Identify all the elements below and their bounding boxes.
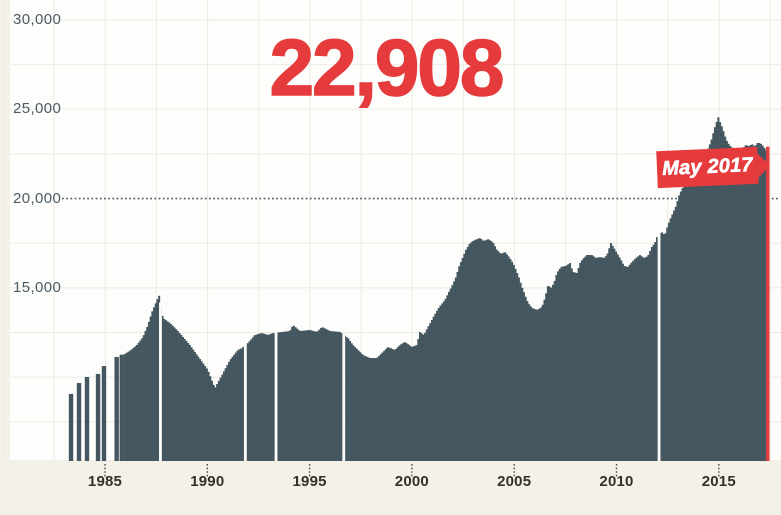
x-axis-label-2010: 2010 bbox=[599, 473, 634, 490]
headline-value: 22,908 bbox=[269, 22, 505, 113]
highlight-bar bbox=[766, 146, 770, 461]
x-axis-label-2000: 2000 bbox=[394, 473, 429, 490]
x-axis-label-1990: 1990 bbox=[190, 473, 225, 490]
y-axis-label-20000: 20,000 bbox=[13, 189, 62, 207]
x-axis-label-1995: 1995 bbox=[292, 473, 327, 490]
x-axis-ticks bbox=[104, 464, 720, 477]
y-axis-label-25000: 25,000 bbox=[13, 100, 62, 118]
white-gap-separators bbox=[159, 234, 661, 461]
flag-label: May 2017 bbox=[661, 154, 754, 181]
may-2017-flag: May 2017 bbox=[656, 146, 771, 189]
y-axis-label-30000: 30,000 bbox=[13, 11, 62, 28]
flag-arrow-icon bbox=[757, 152, 771, 178]
bars bbox=[68, 117, 770, 462]
x-axis-label-2015: 2015 bbox=[701, 473, 736, 490]
y-axis-label-15000: 15,000 bbox=[13, 278, 62, 296]
x-axis-label-1985: 1985 bbox=[87, 473, 123, 490]
x-axis-label-2005: 2005 bbox=[497, 473, 532, 490]
